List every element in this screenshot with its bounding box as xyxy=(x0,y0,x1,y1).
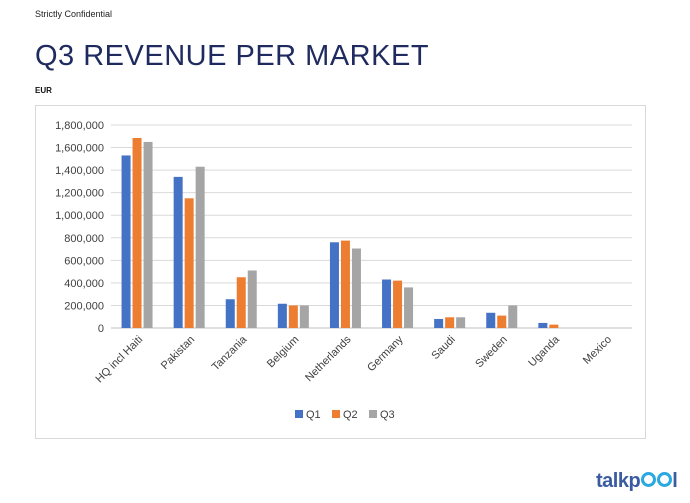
y-tick-label: 600,000 xyxy=(64,255,104,267)
y-tick-label: 1,000,000 xyxy=(55,210,104,222)
legend-swatch-q1 xyxy=(295,410,303,418)
chart-frame xyxy=(35,105,646,439)
x-tick-label: Germany xyxy=(365,333,406,374)
bar-q1 xyxy=(277,303,287,328)
bar-q1 xyxy=(225,299,235,328)
bar-q2 xyxy=(393,280,403,328)
x-tick-label: Belgium xyxy=(265,334,302,371)
y-tick-label: 1,400,000 xyxy=(55,165,104,177)
y-tick-label: 400,000 xyxy=(64,278,104,290)
legend-label: Q3 xyxy=(380,409,395,421)
x-tick-label: Netherlands xyxy=(303,333,354,384)
x-tick-label: Mexico xyxy=(581,334,614,367)
bar-q2 xyxy=(340,240,350,328)
bar-q3 xyxy=(299,305,309,328)
bar-q1 xyxy=(434,318,444,328)
bar-q1 xyxy=(486,312,496,328)
bar-q1 xyxy=(329,242,339,328)
bar-q3 xyxy=(143,141,153,328)
bar-q2 xyxy=(497,315,507,328)
confidential-label: Strictly Confidential xyxy=(35,9,113,19)
bar-q2 xyxy=(132,137,142,328)
bar-q2 xyxy=(236,277,246,328)
x-tick-label: Uganda xyxy=(526,333,562,369)
legend-label: Q1 xyxy=(306,409,321,421)
revenue-bar-chart: 0 200,000 400,000 600,000 800,000 1,000,000 1,… xyxy=(55,120,632,421)
bar-q3 xyxy=(508,305,518,328)
bar-q2 xyxy=(445,317,455,328)
logo-text-start: talkp xyxy=(596,470,641,492)
legend-label: Q2 xyxy=(343,409,358,421)
bar-q2 xyxy=(288,305,298,328)
x-tick-label: Pakistan xyxy=(159,334,197,372)
bar-q1 xyxy=(538,322,548,328)
page-title: Q3 REVENUE PER MARKET xyxy=(35,40,430,72)
x-tick-label: Tanzania xyxy=(210,333,250,373)
y-tick-label: 0 xyxy=(98,323,104,335)
bar-q2 xyxy=(549,324,559,328)
bar-q1 xyxy=(382,279,392,328)
legend-swatch-q3 xyxy=(369,410,377,418)
logo-rings xyxy=(640,472,672,487)
x-tick-label: Sweden xyxy=(473,334,510,371)
y-tick-label: 1,600,000 xyxy=(55,143,104,155)
bar-q1 xyxy=(121,155,131,328)
y-tick-label: 800,000 xyxy=(64,233,104,245)
bar-q3 xyxy=(247,270,257,328)
y-tick-label: 1,200,000 xyxy=(55,188,104,200)
bar-q1 xyxy=(173,176,183,328)
y-tick-label: 200,000 xyxy=(64,300,104,312)
bar-q3 xyxy=(351,248,361,328)
bar-q2 xyxy=(184,198,194,328)
bar-q3 xyxy=(404,287,414,328)
talkpool-logo: talkp l xyxy=(596,470,678,493)
y-tick-label: 1,800,000 xyxy=(55,120,104,132)
x-tick-label: HQ incl Haiti xyxy=(93,334,145,386)
currency-unit-label: EUR xyxy=(35,86,52,95)
x-tick-label: Saudi xyxy=(429,334,457,362)
bar-q3 xyxy=(195,166,205,328)
logo-text-end: l xyxy=(672,470,678,492)
bar-q3 xyxy=(456,317,466,328)
legend-swatch-q2 xyxy=(332,410,340,418)
